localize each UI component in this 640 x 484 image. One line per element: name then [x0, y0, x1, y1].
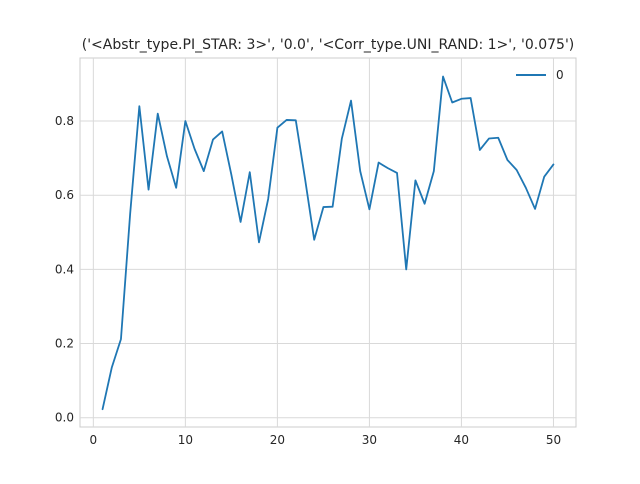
legend: 0 — [516, 68, 564, 82]
x-tick-label: 20 — [270, 433, 285, 447]
tick-labels: 0 10 20 30 40 50 0.0 0.2 0.4 0.6 0.8 — [55, 114, 561, 447]
grid — [80, 58, 576, 427]
axes-frame — [79, 57, 577, 428]
y-tick-label: 0.6 — [55, 188, 74, 202]
plot-area: 0 10 20 30 40 50 0.0 0.2 0.4 0.6 0.8 — [55, 57, 577, 447]
y-tick-label: 0.0 — [55, 411, 74, 425]
x-tick-label: 0 — [90, 433, 98, 447]
y-tick-label: 0.2 — [55, 337, 74, 351]
x-tick-label: 10 — [178, 433, 193, 447]
chart-title: ('<Abstr_type.PI_STAR: 3>', '0.0', '<Cor… — [82, 37, 575, 53]
series-layer — [101, 75, 555, 411]
series-line-0 — [101, 75, 555, 411]
x-tick-label: 50 — [546, 433, 561, 447]
y-tick-label: 0.8 — [55, 114, 74, 128]
x-tick-label: 30 — [362, 433, 377, 447]
x-tick-label: 40 — [454, 433, 469, 447]
legend-label: 0 — [556, 68, 564, 82]
y-tick-label: 0.4 — [55, 262, 74, 276]
